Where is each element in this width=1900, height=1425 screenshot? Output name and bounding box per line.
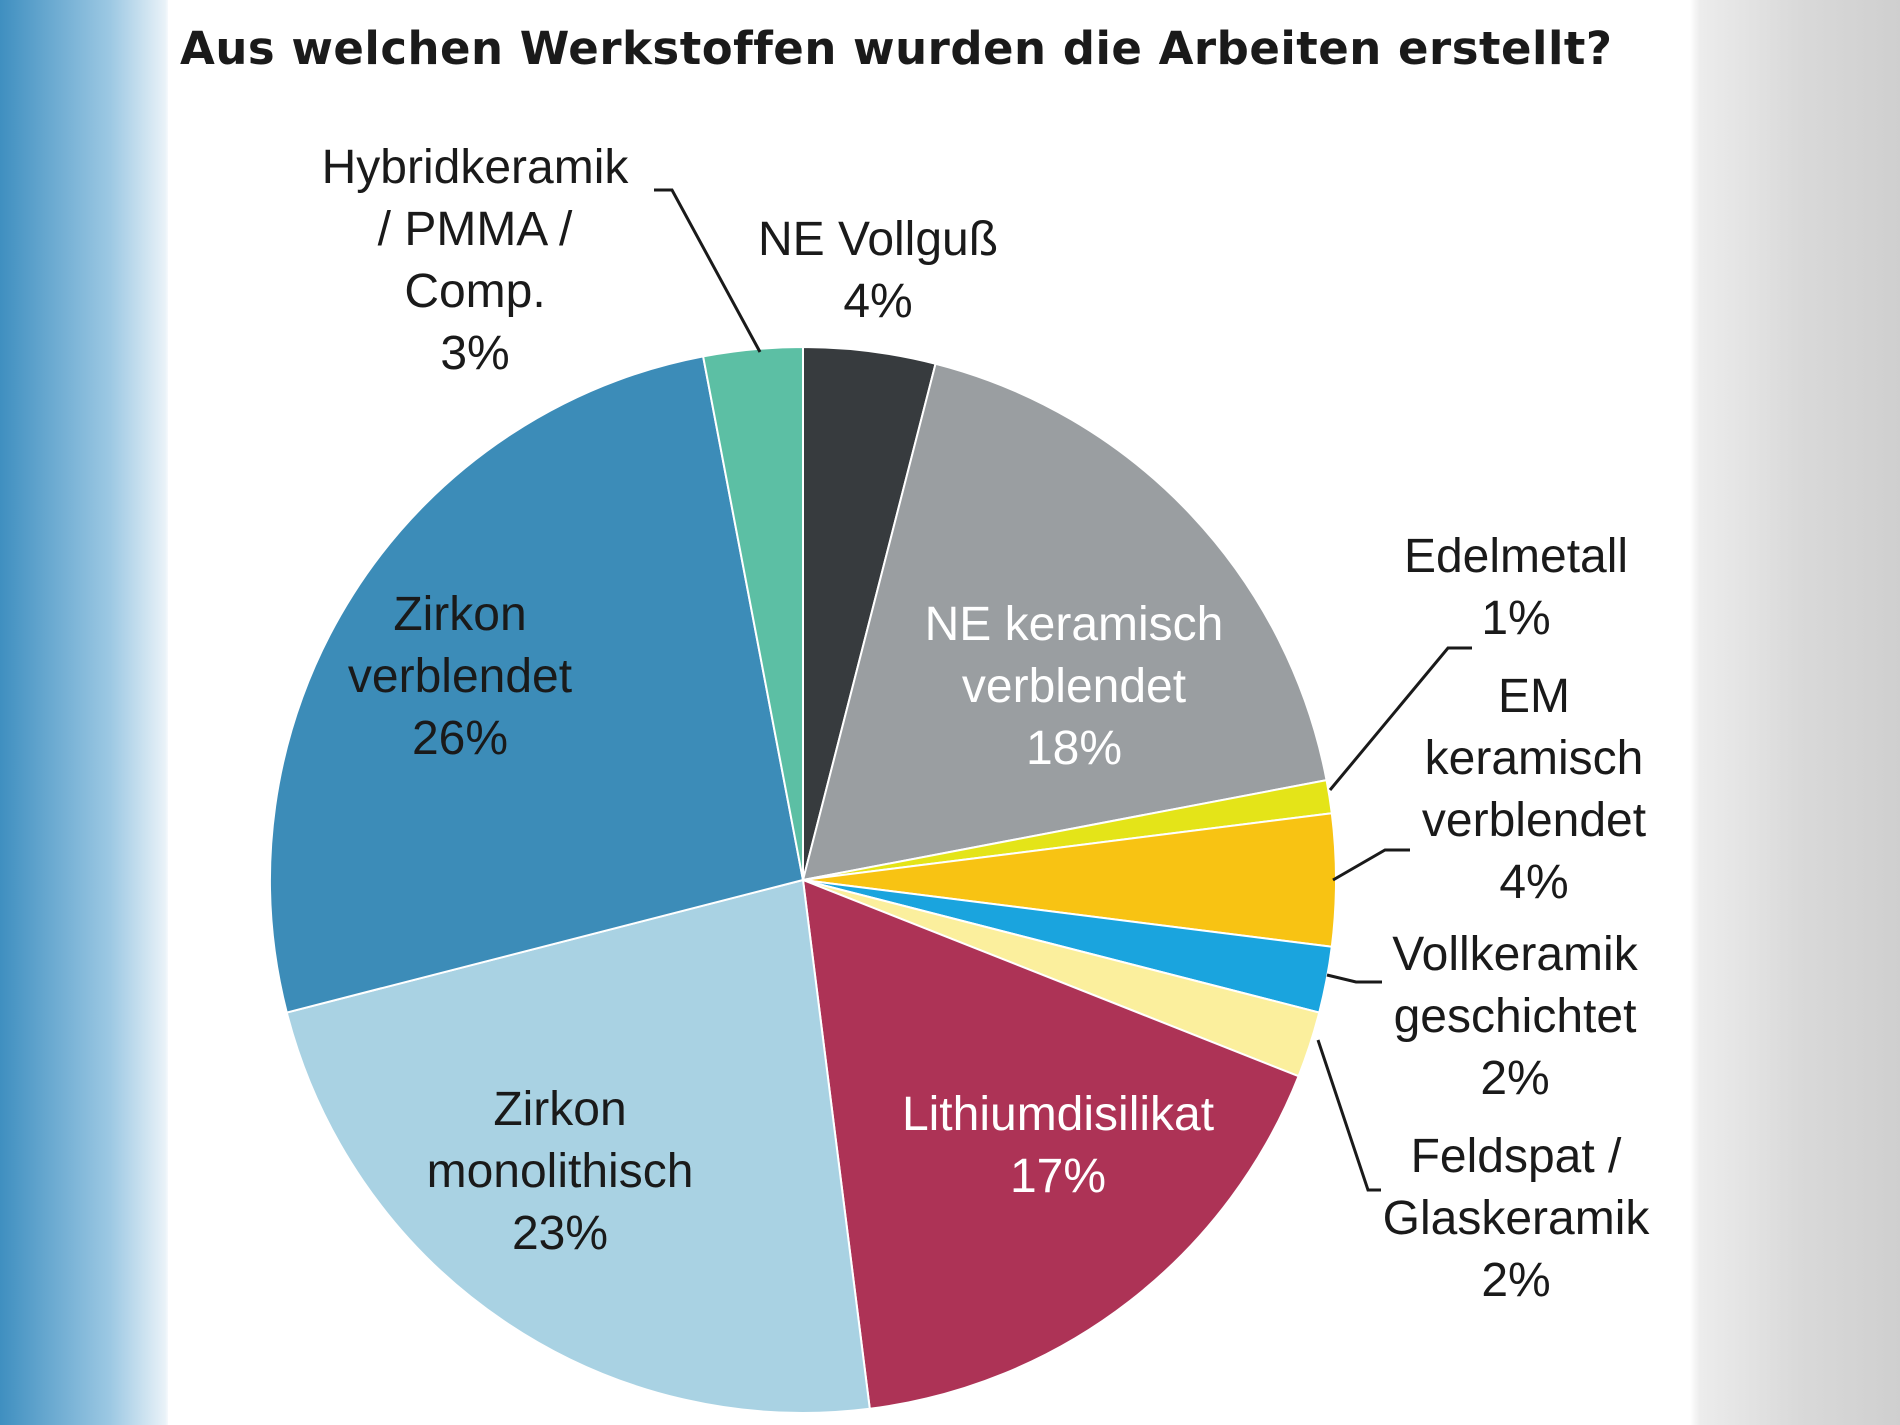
- slice-value-label: 23%: [512, 1207, 608, 1260]
- slice-label-zirkon-monolithisch: Zirkon monolithisch 23%: [427, 1083, 694, 1260]
- slice-label-line: Edelmetall: [1404, 530, 1628, 583]
- chart-title: Aus welchen Werkstoffen wurden die Arbei…: [180, 22, 1613, 75]
- slice-label-line: Zirkon: [493, 1083, 626, 1136]
- slice-label-em-keramisch-verblendet: EM keramisch verblendet 4%: [1422, 670, 1646, 909]
- slice-value-label: 3%: [440, 327, 509, 380]
- slice-label-line: Glaskeramik: [1383, 1192, 1651, 1245]
- slice-label-ne-vollguss: NE Vollguß 4%: [758, 213, 998, 328]
- slice-value-label: 2%: [1480, 1052, 1549, 1105]
- slice-value-label: 18%: [1026, 722, 1122, 775]
- slice-value-label: 4%: [843, 275, 912, 328]
- slice-label-line: Hybridkeramik: [322, 141, 630, 194]
- slice-value-label: 4%: [1499, 856, 1568, 909]
- slice-label-line: Zirkon: [393, 588, 526, 641]
- slice-label-line: geschichtet: [1394, 990, 1637, 1043]
- pie-slice-ne-keramisch-verblendet: [801, 362, 1328, 882]
- leader-line-hybridkeramik-pmma-comp: [654, 188, 762, 353]
- slice-label-lithiumdisilikat: Lithiumdisilikat 17%: [902, 1088, 1214, 1203]
- leader-line-em-keramisch-verblendet: [1332, 848, 1410, 882]
- slice-label-feldspat-glaskeramik: Feldspat / Glaskeramik 2%: [1383, 1130, 1651, 1307]
- slice-label-line: Feldspat /: [1411, 1130, 1622, 1183]
- slice-label-line: NE keramisch: [925, 598, 1224, 651]
- leader-line-feldspat-glaskeramik: [1316, 1039, 1381, 1192]
- slice-label-line: monolithisch: [427, 1145, 694, 1198]
- slice-label-line: Lithiumdisilikat: [902, 1088, 1214, 1141]
- slice-value-label: 17%: [1010, 1150, 1106, 1203]
- slice-label-line: EM: [1498, 670, 1570, 723]
- leader-line-edelmetall: [1328, 646, 1472, 791]
- pie-slice-zirkon-verblendet: [269, 355, 805, 1014]
- pie-slice-zirkon-monolithisch: [285, 878, 871, 1414]
- pie-slice-lithiumdisilikat: [801, 878, 1300, 1410]
- slice-label-vollkeramik-geschichtet: Vollkeramik geschichtet 2%: [1392, 928, 1638, 1105]
- slice-label-line: verblendet: [348, 650, 572, 703]
- slice-label-line: Vollkeramik: [1392, 928, 1638, 981]
- slice-label-zirkon-verblendet: Zirkon verblendet 26%: [348, 588, 572, 765]
- slice-label-edelmetall: Edelmetall 1%: [1404, 530, 1628, 645]
- slice-label-line: / PMMA /: [378, 203, 573, 256]
- leader-line-vollkeramik-geschichtet: [1326, 973, 1382, 984]
- pie-slice-hybridkeramik-pmma-comp: [701, 345, 804, 881]
- slice-label-ne-keramisch-verblendet: NE keramisch verblendet 18%: [925, 598, 1224, 775]
- slice-label-line: NE Vollguß: [758, 213, 998, 266]
- slice-value-label: 1%: [1481, 592, 1550, 645]
- slice-label-hybridkeramik-pmma-comp: Hybridkeramik / PMMA / Comp. 3%: [322, 141, 630, 380]
- slice-label-line: keramisch: [1425, 732, 1644, 785]
- slice-value-label: 2%: [1481, 1254, 1550, 1307]
- slice-label-line: Comp.: [404, 265, 545, 318]
- slice-value-label: 26%: [412, 712, 508, 765]
- slice-label-line: verblendet: [1422, 794, 1646, 847]
- slice-label-line: verblendet: [962, 660, 1186, 713]
